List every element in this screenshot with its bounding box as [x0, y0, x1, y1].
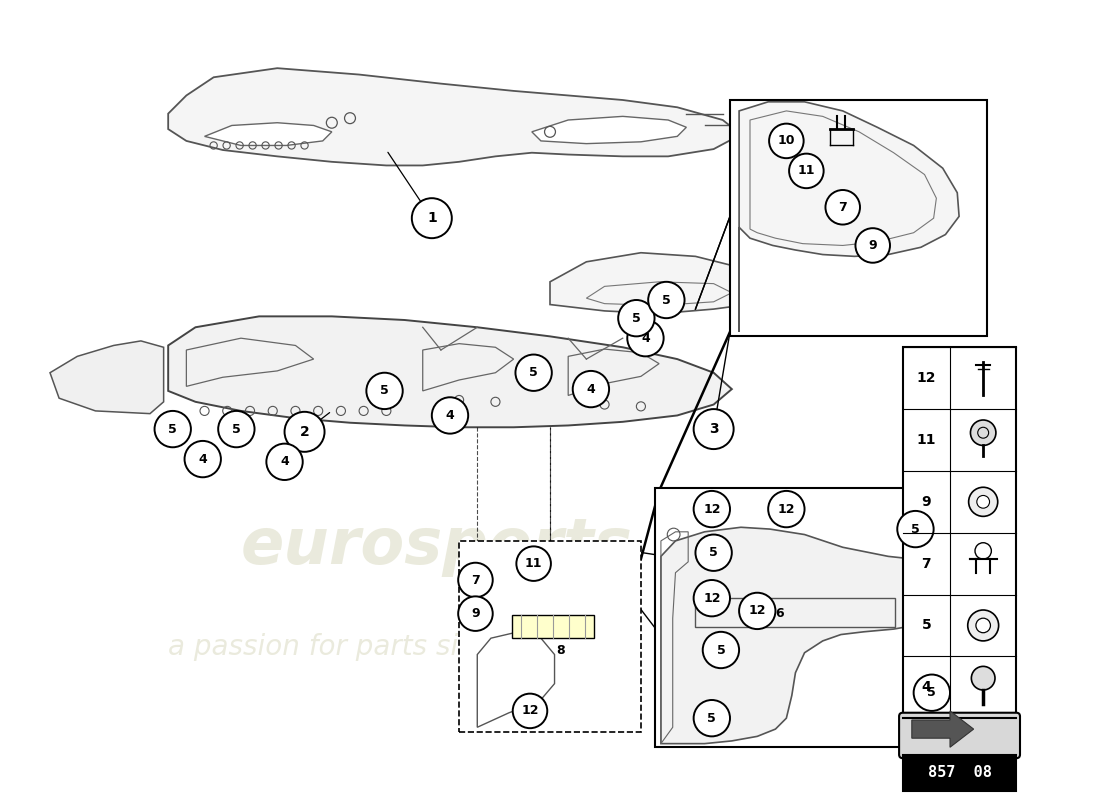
Text: 4: 4: [280, 455, 289, 468]
Circle shape: [695, 534, 732, 571]
Text: 11: 11: [798, 165, 815, 178]
Circle shape: [459, 562, 493, 598]
FancyBboxPatch shape: [903, 347, 1016, 718]
Text: 5: 5: [927, 686, 936, 699]
Text: 7: 7: [838, 201, 847, 214]
Circle shape: [185, 441, 221, 478]
Circle shape: [694, 580, 730, 616]
Text: 12: 12: [703, 502, 720, 515]
Circle shape: [769, 124, 804, 158]
Text: 5: 5: [911, 522, 920, 535]
Circle shape: [970, 420, 996, 446]
Circle shape: [459, 596, 493, 631]
Text: 3: 3: [708, 422, 718, 436]
Text: 5: 5: [922, 618, 932, 633]
Text: 8: 8: [557, 643, 565, 657]
Circle shape: [366, 373, 403, 409]
Text: 857  08: 857 08: [927, 766, 991, 780]
Circle shape: [411, 198, 452, 238]
Circle shape: [825, 190, 860, 225]
Circle shape: [266, 444, 302, 480]
Circle shape: [703, 632, 739, 668]
Circle shape: [516, 354, 552, 391]
Text: 12: 12: [703, 592, 720, 605]
Circle shape: [969, 487, 998, 516]
Circle shape: [971, 666, 996, 690]
Text: 12: 12: [778, 502, 795, 515]
Text: 4: 4: [922, 680, 932, 694]
FancyBboxPatch shape: [899, 713, 1020, 758]
Circle shape: [516, 546, 551, 581]
Circle shape: [513, 694, 548, 728]
Circle shape: [739, 593, 776, 629]
Circle shape: [694, 491, 730, 527]
Text: a passion for parts since 1985: a passion for parts since 1985: [168, 633, 587, 661]
FancyBboxPatch shape: [654, 488, 991, 747]
Polygon shape: [168, 316, 732, 427]
Circle shape: [218, 411, 254, 447]
FancyBboxPatch shape: [459, 541, 641, 732]
Polygon shape: [912, 711, 974, 747]
Circle shape: [914, 674, 950, 711]
Text: 6: 6: [774, 607, 783, 620]
Text: 12: 12: [916, 371, 936, 385]
Circle shape: [285, 412, 324, 452]
Circle shape: [898, 511, 934, 547]
Circle shape: [648, 282, 684, 318]
Circle shape: [968, 610, 999, 641]
Text: 4: 4: [641, 332, 650, 345]
Circle shape: [618, 300, 654, 336]
Circle shape: [627, 320, 663, 356]
Text: 12: 12: [748, 605, 766, 618]
Text: 5: 5: [716, 643, 725, 657]
Polygon shape: [550, 253, 786, 314]
Text: 12: 12: [521, 705, 539, 718]
Circle shape: [789, 154, 824, 188]
Text: 5: 5: [632, 312, 640, 325]
Circle shape: [977, 495, 990, 508]
Polygon shape: [661, 527, 982, 744]
Circle shape: [432, 398, 469, 434]
Polygon shape: [739, 102, 959, 332]
Circle shape: [154, 411, 191, 447]
Circle shape: [976, 618, 990, 633]
Text: 9: 9: [922, 495, 932, 509]
Circle shape: [694, 700, 730, 736]
Text: 9: 9: [471, 607, 480, 620]
Text: 5: 5: [662, 294, 671, 306]
Text: 10: 10: [778, 134, 795, 147]
Text: eurosports: eurosports: [241, 514, 632, 577]
Text: 4: 4: [586, 382, 595, 395]
Circle shape: [856, 228, 890, 262]
Text: 11: 11: [525, 557, 542, 570]
FancyBboxPatch shape: [903, 754, 1016, 791]
Text: 1: 1: [427, 211, 437, 225]
Text: 7: 7: [922, 557, 932, 570]
Text: 5: 5: [168, 422, 177, 435]
Polygon shape: [531, 116, 686, 144]
Text: 2: 2: [299, 425, 309, 439]
Text: 5: 5: [529, 366, 538, 379]
FancyBboxPatch shape: [730, 100, 988, 336]
Text: 7: 7: [471, 574, 480, 586]
Text: 5: 5: [710, 546, 718, 559]
Text: 5: 5: [232, 422, 241, 435]
Circle shape: [768, 491, 804, 527]
Text: 4: 4: [198, 453, 207, 466]
Text: 5: 5: [707, 712, 716, 725]
FancyBboxPatch shape: [512, 615, 594, 638]
Text: 11: 11: [916, 433, 936, 447]
Polygon shape: [50, 341, 164, 414]
Text: 5: 5: [381, 385, 389, 398]
Text: 4: 4: [446, 409, 454, 422]
Circle shape: [573, 371, 609, 407]
Polygon shape: [205, 122, 332, 146]
Polygon shape: [168, 68, 741, 166]
Circle shape: [694, 409, 734, 449]
Text: 9: 9: [868, 239, 877, 252]
